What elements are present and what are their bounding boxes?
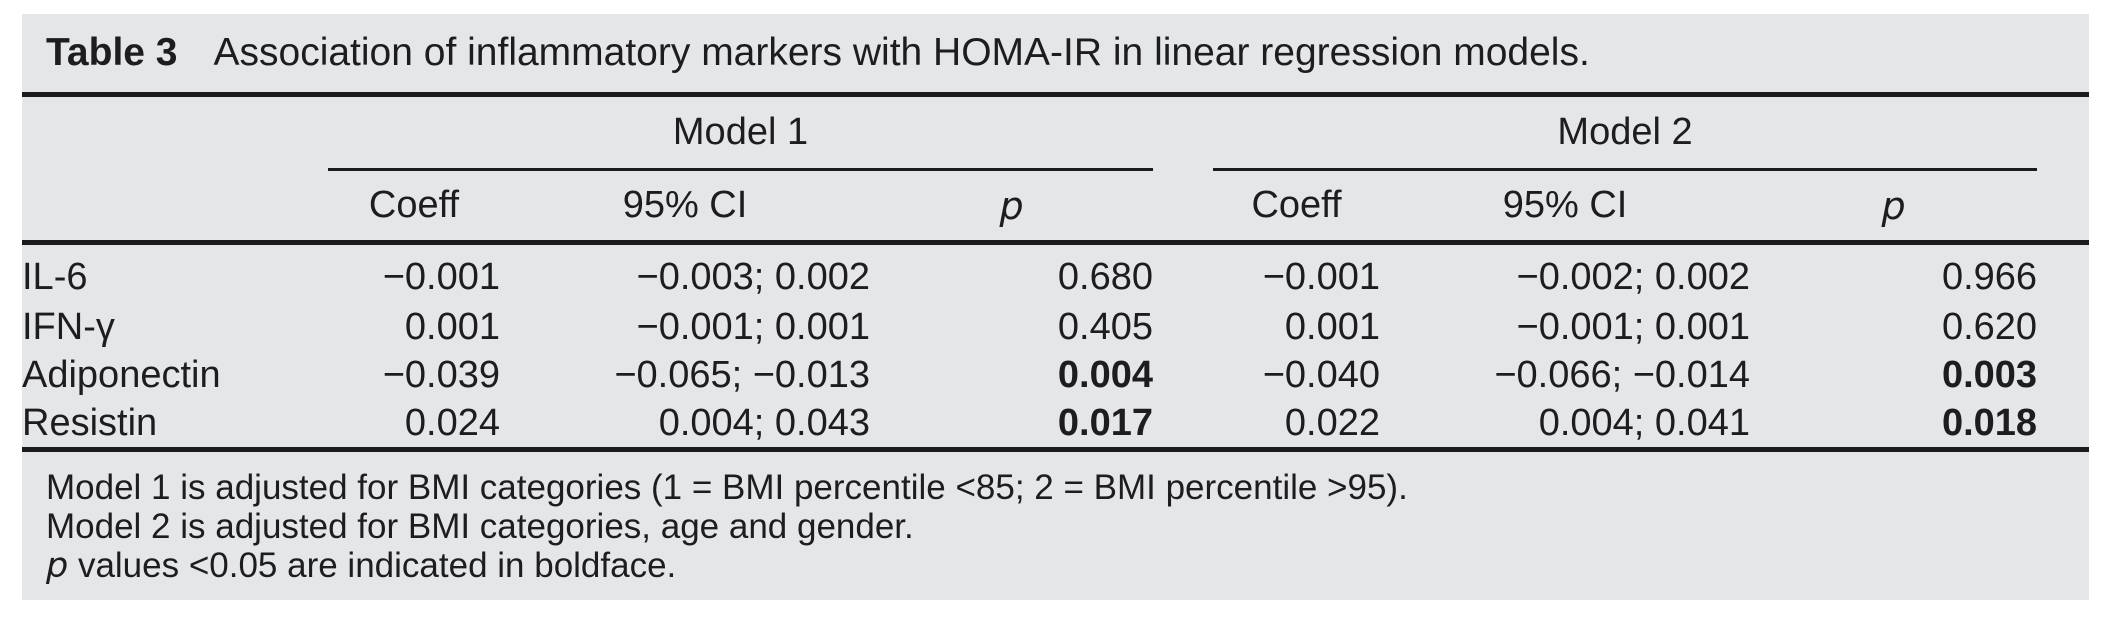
cell-m2-p: 0.003 bbox=[1941, 353, 2038, 396]
gap-cell bbox=[1153, 303, 1213, 351]
footnote-model1: Model 1 is adjusted for BMI categories (… bbox=[46, 468, 1408, 507]
cell-m2-p: 0.018 bbox=[1750, 399, 2038, 452]
spanner-tail-cell bbox=[2037, 97, 2089, 170]
cell-m1-p: 0.004 bbox=[1057, 353, 1154, 396]
cell-m2-p: 0.620 bbox=[1941, 305, 2038, 348]
model2-header: Model 2 bbox=[1213, 97, 2038, 171]
cell-m1-ci: −0.065; −0.013 bbox=[614, 353, 870, 396]
m1-coeff-header: Coeff bbox=[328, 169, 500, 245]
row-marker: Resistin bbox=[22, 399, 328, 452]
table-panel: Table 3 Association of inflammatory mark… bbox=[22, 14, 2089, 600]
cell-m2-coeff: 0.022 bbox=[1213, 399, 1381, 452]
gap-cell bbox=[1153, 351, 1213, 399]
m2-ci-header: 95% CI bbox=[1380, 169, 1751, 245]
cell-m1-coeff: 0.024 bbox=[328, 399, 500, 452]
colhead-tail-cell bbox=[2037, 169, 2089, 245]
spanner-blank-cell bbox=[22, 97, 328, 170]
cell-m1-p: 0.017 bbox=[870, 399, 1154, 452]
footnote-model2: Model 2 is adjusted for BMI categories, … bbox=[46, 507, 914, 546]
cell-m1-coeff: 0.001 bbox=[404, 305, 500, 348]
spanner-gap-cell bbox=[1153, 97, 1213, 170]
table-row: IL-6 −0.001 −0.003; 0.002 0.680 −0.001 −… bbox=[22, 243, 2089, 304]
cell-m2-coeff: −0.040 bbox=[1262, 353, 1381, 396]
cell-m1-ci: −0.001; 0.001 bbox=[636, 305, 871, 348]
cell-m1-ci: −0.003; 0.002 bbox=[636, 255, 871, 298]
tail-cell bbox=[2037, 399, 2089, 452]
m1-ci-header: 95% CI bbox=[500, 169, 870, 245]
cell-m2-ci: −0.002; 0.002 bbox=[1516, 255, 1751, 298]
cell-m2-p: 0.966 bbox=[1941, 255, 2038, 298]
table-row: IFN-γ 0.001 −0.001; 0.001 0.405 0.001 −0… bbox=[22, 303, 2089, 351]
cell-m2-coeff: −0.001 bbox=[1262, 255, 1381, 298]
table-footnotes: Model 1 is adjusted for BMI categories (… bbox=[22, 452, 2089, 586]
row-marker: IFN-γ bbox=[22, 305, 115, 348]
colhead-gap-cell bbox=[1153, 169, 1214, 245]
gap-cell bbox=[1153, 243, 1213, 304]
cell-m2-coeff: 0.001 bbox=[1284, 305, 1381, 348]
model1-header: Model 1 bbox=[328, 97, 1154, 171]
table-number: Table 3 bbox=[46, 31, 178, 74]
tail-cell bbox=[2037, 351, 2089, 399]
footnote-pvalues: p values <0.05 are indicated in boldface… bbox=[46, 546, 2089, 586]
cell-m2-ci: −0.001; 0.001 bbox=[1516, 305, 1751, 348]
row-marker: IL-6 bbox=[22, 255, 88, 298]
m2-p-header: p bbox=[1750, 169, 2038, 245]
footnote-p-symbol: p bbox=[46, 546, 69, 586]
cell-m1-p: 0.405 bbox=[1057, 305, 1154, 348]
cell-m1-ci: 0.004; 0.043 bbox=[500, 399, 870, 452]
m2-coeff-header: Coeff bbox=[1213, 169, 1381, 245]
cell-m2-ci: 0.004; 0.041 bbox=[1380, 399, 1751, 452]
colhead-blank-cell bbox=[22, 169, 328, 245]
gap-cell bbox=[1153, 399, 1214, 452]
cell-m2-ci: −0.066; −0.014 bbox=[1494, 353, 1751, 396]
cell-m1-coeff: −0.001 bbox=[382, 255, 500, 298]
table-title: Table 3 Association of inflammatory mark… bbox=[22, 14, 2089, 97]
regression-table: Model 1 Model 2 Coeff 95% CI p Coeff 95%… bbox=[22, 97, 2089, 452]
table-caption: Association of inflammatory markers with… bbox=[213, 31, 1590, 74]
column-header-row: Coeff 95% CI p Coeff 95% CI p bbox=[22, 169, 2089, 245]
table-row: Resistin 0.024 0.004; 0.043 0.017 0.022 … bbox=[22, 399, 2089, 452]
cell-m1-coeff: −0.039 bbox=[382, 353, 500, 396]
model-spanner-row: Model 1 Model 2 bbox=[22, 97, 2089, 171]
cell-m1-p: 0.680 bbox=[1057, 255, 1154, 298]
footnote-p-text: values <0.05 are indicated in boldface. bbox=[68, 546, 677, 585]
m1-p-header: p bbox=[870, 169, 1154, 245]
tail-cell bbox=[2037, 303, 2089, 351]
tail-cell bbox=[2037, 243, 2089, 304]
table-row: Adiponectin −0.039 −0.065; −0.013 0.004 … bbox=[22, 351, 2089, 399]
row-marker: Adiponectin bbox=[22, 353, 221, 396]
